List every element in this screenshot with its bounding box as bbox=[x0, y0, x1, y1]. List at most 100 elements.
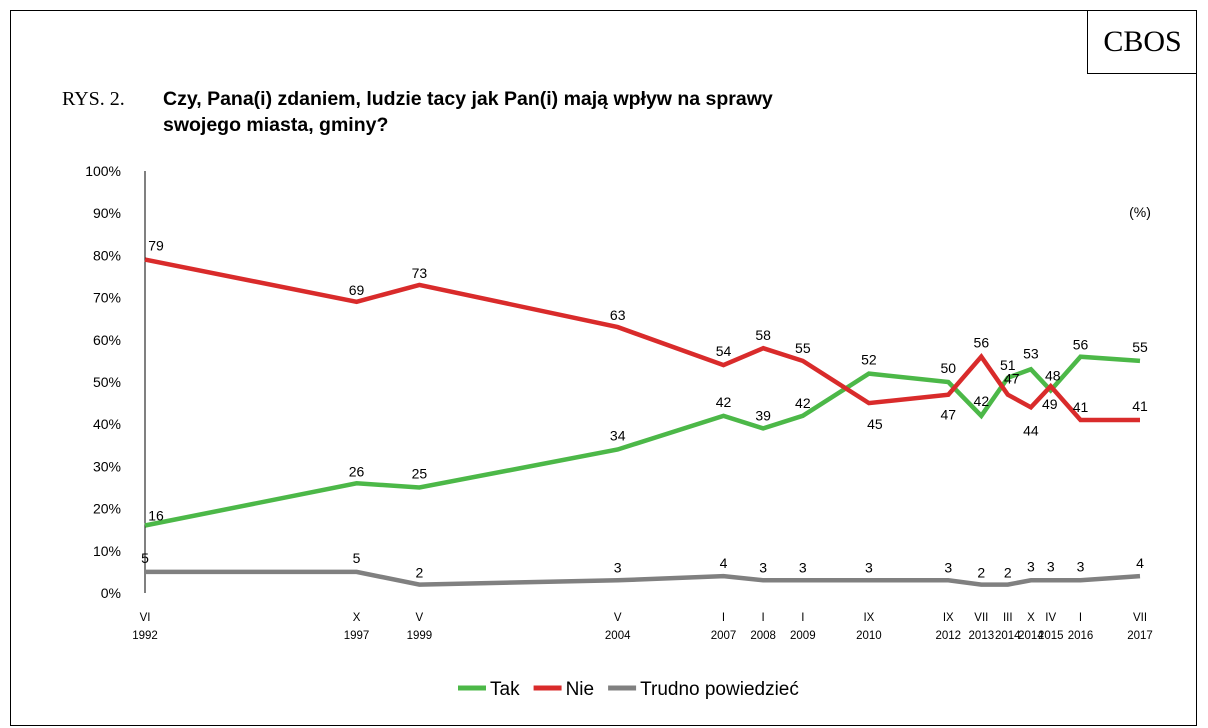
data-label-tak: 39 bbox=[755, 407, 771, 423]
data-label-trudno: 3 bbox=[759, 559, 767, 575]
x-tick-label-year: 2014 bbox=[1018, 630, 1044, 642]
y-tick-label: 10% bbox=[93, 543, 121, 559]
data-label-nie: 47 bbox=[940, 407, 956, 423]
data-label-trudno: 2 bbox=[1004, 565, 1012, 581]
data-label-trudno: 3 bbox=[1027, 558, 1035, 574]
x-tick-label-year: 2004 bbox=[605, 630, 631, 642]
data-label-trudno: 3 bbox=[865, 559, 873, 575]
data-label-trudno: 3 bbox=[944, 559, 952, 575]
x-tick-label-year: 2010 bbox=[856, 630, 882, 642]
unit-note: (%) bbox=[1129, 204, 1151, 220]
figure-label: RYS. 2. bbox=[62, 88, 125, 110]
data-label-tak: 16 bbox=[148, 507, 164, 523]
x-tick-label-month: I bbox=[801, 612, 804, 624]
y-tick-label: 20% bbox=[93, 501, 121, 517]
y-tick-label: 80% bbox=[93, 247, 121, 263]
x-tick-label-month: III bbox=[1003, 612, 1013, 624]
x-tick-label-year: 2015 bbox=[1038, 630, 1064, 642]
legend-label-nie: Nie bbox=[566, 679, 595, 700]
y-tick-label: 30% bbox=[93, 458, 121, 474]
y-tick-label: 60% bbox=[93, 332, 121, 348]
data-label-nie: 47 bbox=[1004, 371, 1020, 387]
x-tick-label-month: I bbox=[1079, 612, 1082, 624]
x-tick-label-year: 2007 bbox=[711, 630, 737, 642]
data-label-tak: 42 bbox=[795, 395, 811, 411]
series-line-tak bbox=[144, 354, 1141, 528]
data-label-trudno: 3 bbox=[1077, 558, 1085, 574]
series-line-trudno bbox=[145, 569, 1141, 587]
data-label-tak: 56 bbox=[1073, 337, 1089, 353]
data-label-trudno: 4 bbox=[720, 555, 728, 571]
x-tick-label-month: X bbox=[353, 612, 361, 624]
data-label-trudno: 2 bbox=[977, 565, 985, 581]
brand-logo: CBOS bbox=[1087, 10, 1197, 74]
x-tick-label-month: V bbox=[416, 612, 424, 624]
x-tick-label-year: 2008 bbox=[750, 630, 776, 642]
x-tick-label-year: 2009 bbox=[790, 630, 816, 642]
x-tick-label-year: 2012 bbox=[935, 630, 961, 642]
y-tick-label: 50% bbox=[93, 374, 121, 390]
data-label-trudno: 3 bbox=[1047, 558, 1055, 574]
figure-frame bbox=[10, 10, 1197, 726]
y-tick-label: 70% bbox=[93, 290, 121, 306]
data-label-tak: 42 bbox=[974, 393, 990, 409]
series-line-nie bbox=[144, 257, 1140, 423]
x-tick-label-year: 1999 bbox=[407, 630, 433, 642]
data-label-tak: 42 bbox=[716, 394, 732, 410]
x-tick-label-year: 2014 bbox=[995, 630, 1021, 642]
y-tick-label: 0% bbox=[101, 585, 121, 601]
x-tick-label-month: VII bbox=[974, 612, 988, 624]
data-label-nie: 55 bbox=[795, 340, 811, 356]
x-tick-label-month: V bbox=[614, 612, 622, 624]
data-label-tak: 52 bbox=[861, 352, 877, 368]
data-label-trudno: 5 bbox=[141, 550, 149, 566]
legend-label-trudno: Trudno powiedzieć bbox=[640, 679, 799, 700]
chart-title: Czy, Pana(i) zdaniem, ludzie tacy jak Pa… bbox=[163, 88, 773, 136]
y-tick-label: 90% bbox=[93, 205, 121, 221]
y-tick-label: 40% bbox=[93, 416, 121, 432]
data-label-tak: 48 bbox=[1045, 367, 1061, 383]
data-label-nie: 44 bbox=[1023, 422, 1039, 438]
x-tick-label-year: 2017 bbox=[1127, 630, 1153, 642]
data-label-trudno: 2 bbox=[415, 565, 423, 581]
x-tick-label-month: IX bbox=[943, 612, 954, 624]
data-label-tak: 53 bbox=[1023, 345, 1039, 361]
data-label-nie: 58 bbox=[755, 327, 771, 343]
legend-label-tak: Tak bbox=[490, 679, 520, 700]
data-label-trudno: 3 bbox=[614, 559, 622, 575]
data-label-trudno: 4 bbox=[1136, 555, 1144, 571]
data-label-tak: 25 bbox=[412, 466, 428, 482]
x-tick-label-month: IV bbox=[1045, 612, 1056, 624]
data-label-tak: 55 bbox=[1132, 339, 1148, 355]
data-label-tak: 51 bbox=[1000, 357, 1016, 373]
y-tick-label: 100% bbox=[85, 163, 121, 179]
series-lines bbox=[144, 257, 1141, 587]
x-tick-label-month: VI bbox=[140, 612, 151, 624]
data-label-trudno: 3 bbox=[799, 559, 807, 575]
x-tick-label-year: 2016 bbox=[1068, 630, 1094, 642]
x-tick-label-month: IX bbox=[863, 612, 874, 624]
x-tick-label-year: 1997 bbox=[344, 630, 370, 642]
x-tick-label-month: VII bbox=[1133, 612, 1147, 624]
data-label-nie: 79 bbox=[148, 238, 164, 254]
data-label-tak: 26 bbox=[349, 463, 365, 479]
legend: Tak Nie Trudno powiedzieć bbox=[458, 679, 799, 700]
data-label-tak: 50 bbox=[940, 360, 956, 376]
data-label-nie: 41 bbox=[1073, 399, 1089, 415]
x-tick-label-year: 2013 bbox=[969, 630, 995, 642]
x-axis: VI 1992 X 1997 V 1999 V 2004 I 2007 I 2008 I 2009 IX 20… bbox=[132, 612, 1153, 642]
data-label-nie: 41 bbox=[1132, 398, 1148, 414]
x-tick-label-year: 1992 bbox=[132, 630, 158, 642]
data-label-nie: 73 bbox=[412, 265, 428, 281]
x-tick-label-month: I bbox=[722, 612, 725, 624]
data-label-nie: 45 bbox=[867, 416, 883, 432]
data-label-nie: 69 bbox=[349, 282, 365, 298]
data-label-nie: 54 bbox=[716, 343, 732, 359]
data-label-tak: 34 bbox=[610, 428, 626, 444]
x-tick-label-month: I bbox=[762, 612, 765, 624]
data-label-nie: 56 bbox=[974, 335, 990, 351]
y-axis: 0% 10% 20% 30% 40% 50% 60% 70% 80% 90% 100% bbox=[85, 163, 146, 601]
data-label-nie: 49 bbox=[1042, 396, 1058, 412]
